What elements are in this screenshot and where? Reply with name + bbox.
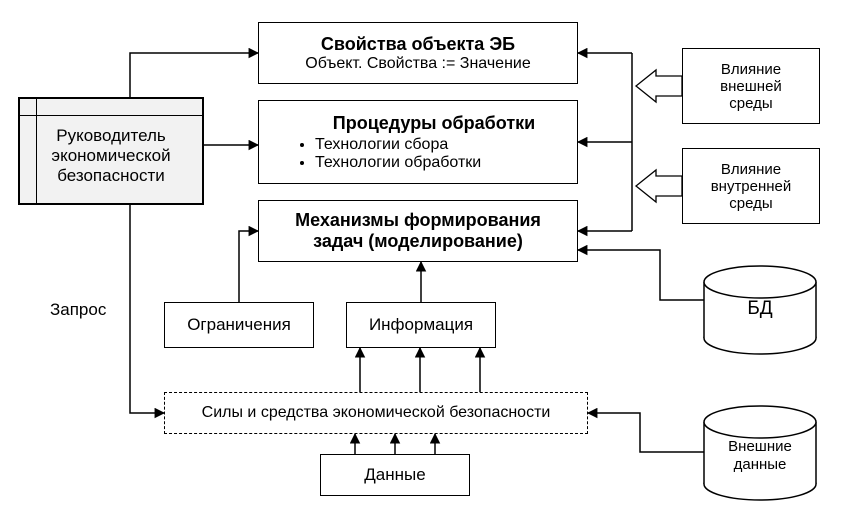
- node-mechanisms: Механизмы формирования задач (моделирова…: [258, 200, 578, 262]
- director-line3: безопасности: [51, 166, 170, 186]
- int-env-line1: Влияние: [721, 161, 781, 178]
- int-env-line2: внутренней: [711, 178, 792, 195]
- node-external-env: Влияние внешней среды: [682, 48, 820, 124]
- extdata-text: Внешние данные: [704, 438, 816, 474]
- arrow-director-to-forces: [130, 205, 164, 413]
- arrow-constraints-to-mechanisms: [239, 231, 258, 302]
- ext-env-line1: Влияние: [721, 61, 781, 78]
- node-forces: Силы и средства экономической безопаснос…: [164, 392, 588, 434]
- extdata-line2: данные: [704, 456, 816, 474]
- director-side-bar: [20, 99, 37, 203]
- arrow-director-to-properties: [130, 53, 258, 97]
- arrow-extdata-to-forces: [588, 413, 704, 452]
- forces-text: Силы и средства экономической безопаснос…: [202, 404, 551, 422]
- diagram-canvas: Руководитель экономической безопасности …: [0, 0, 856, 526]
- procedures-title: Процедуры обработки: [333, 113, 535, 134]
- procedures-item-2: Технологии обработки: [315, 154, 481, 172]
- constraints-text: Ограничения: [187, 315, 291, 335]
- properties-subtitle: Объект. Свойства := Значение: [305, 55, 531, 73]
- block-arrow-int-to-procedures: [636, 170, 682, 202]
- director-header-bar: [20, 99, 202, 116]
- information-text: Информация: [369, 315, 473, 335]
- label-request: Запрос: [50, 300, 106, 320]
- mechanisms-line2: задач (моделирование): [313, 231, 523, 252]
- node-data: Данные: [320, 454, 470, 496]
- db-text: БД: [704, 298, 816, 320]
- node-internal-env: Влияние внутренней среды: [682, 148, 820, 224]
- node-information: Информация: [346, 302, 496, 348]
- node-constraints: Ограничения: [164, 302, 314, 348]
- int-env-line3: среды: [729, 195, 772, 212]
- properties-title: Свойства объекта ЭБ: [321, 34, 515, 55]
- node-procedures: Процедуры обработки Технологии сбора Тех…: [258, 100, 578, 184]
- node-properties: Свойства объекта ЭБ Объект. Свойства := …: [258, 22, 578, 84]
- ext-env-line3: среды: [729, 95, 772, 112]
- director-line1: Руководитель: [51, 126, 170, 146]
- data-text: Данные: [364, 465, 425, 485]
- block-arrow-ext-to-properties: [636, 70, 682, 102]
- procedures-item-1: Технологии сбора: [315, 136, 481, 154]
- node-director: Руководитель экономической безопасности: [18, 97, 204, 205]
- extdata-line1: Внешние: [704, 438, 816, 456]
- arrow-db-to-mechanisms: [578, 250, 704, 300]
- ext-env-line2: внешней: [720, 78, 782, 95]
- director-line2: экономической: [51, 146, 170, 166]
- mechanisms-line1: Механизмы формирования: [295, 210, 541, 231]
